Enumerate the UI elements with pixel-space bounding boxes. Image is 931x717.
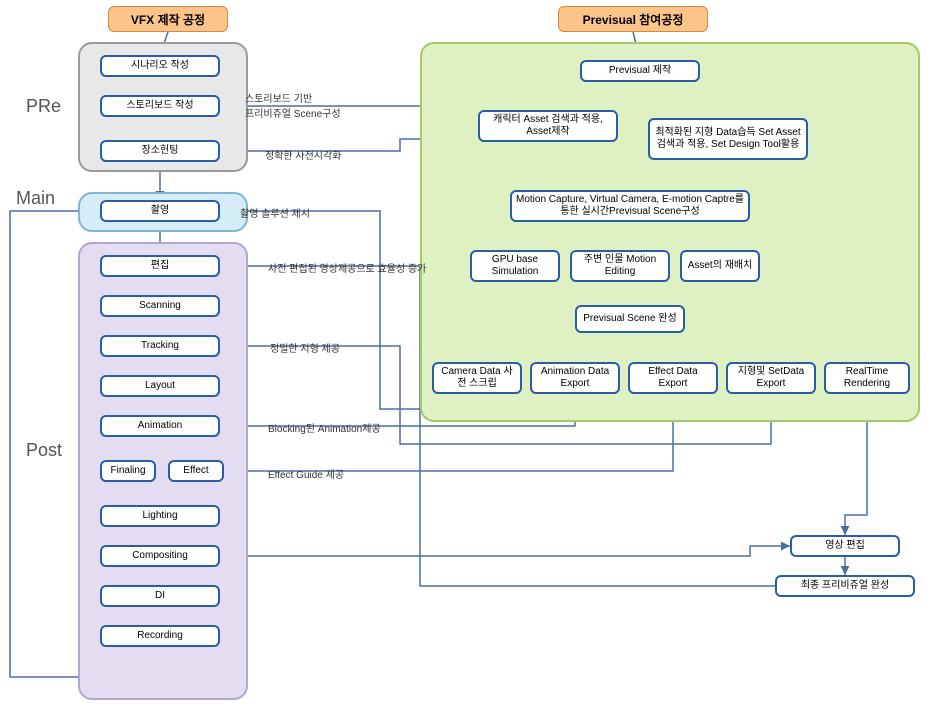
node-anim-export: Animation Data Export [530, 362, 620, 394]
node-final-previsual: 최종 프리비쥬얼 완성 [775, 575, 915, 597]
edge-label-effect: Effect Guide 제공 [268, 466, 344, 481]
node-location: 장소헌팅 [100, 140, 220, 162]
node-asset-relay: Asset의 재배치 [680, 250, 760, 282]
edge-label-location: 정확한 사전시각화 [265, 147, 341, 162]
node-storyboard: 스토리보드 작성 [100, 95, 220, 117]
node-layout: Layout [100, 375, 220, 397]
node-realtime: RealTime Rendering [824, 362, 910, 394]
node-mocap: Motion Capture, Virtual Camera, E-motion… [510, 190, 750, 222]
edge-label-animation: Blocking된 Animation제공 [268, 420, 381, 435]
node-tracking: Tracking [100, 335, 220, 357]
node-effect-export: Effect Data Export [628, 362, 718, 394]
edge-label-tracking: 정밀한 지형 제공 [270, 340, 340, 355]
node-terrain-export: 지형및 SetData Export [726, 362, 816, 394]
node-gpu: GPU base Simulation [470, 250, 560, 282]
section-label-pre: PRe [26, 96, 61, 117]
node-scenario: 시나리오 작성 [100, 55, 220, 77]
node-video-edit: 영상 편집 [790, 535, 900, 557]
node-cam-export: Camera Data 사전 스크립 [432, 362, 522, 394]
header-vfx: VFX 제작 공정 [108, 6, 228, 32]
edge-label-edit: 사전 편집된 영상제공으로 효율성 증가 [268, 260, 426, 275]
edge-label-shoot: 촬영 솔루션 제시 [240, 205, 310, 220]
header-previsual: Previsual 참여공정 [558, 6, 708, 32]
node-edit: 편집 [100, 255, 220, 277]
node-compositing: Compositing [100, 545, 220, 567]
node-shoot: 촬영 [100, 200, 220, 222]
section-label-main: Main [16, 188, 55, 209]
node-scene-done: Previsual Scene 완성 [575, 305, 685, 333]
node-finaling: Finaling [100, 460, 156, 482]
node-previsual-make: Previsual 제작 [580, 60, 700, 82]
node-scanning: Scanning [100, 295, 220, 317]
node-char-asset: 캐릭터 Asset 검색과 적용, Asset제작 [478, 110, 618, 142]
node-motion-edit: 주변 인물 Motion Editing [570, 250, 670, 282]
node-terrain-asset: 최적화된 지형 Data습득 Set Asset 검색과 적용, Set Des… [648, 118, 808, 160]
node-lighting: Lighting [100, 505, 220, 527]
edge-label-storyboard: 스토리보드 기반 프리비쥬얼 Scene구성 [245, 90, 341, 120]
section-label-post: Post [26, 440, 62, 461]
node-recording: Recording [100, 625, 220, 647]
node-animation: Animation [100, 415, 220, 437]
node-effect: Effect [168, 460, 224, 482]
node-di: DI [100, 585, 220, 607]
